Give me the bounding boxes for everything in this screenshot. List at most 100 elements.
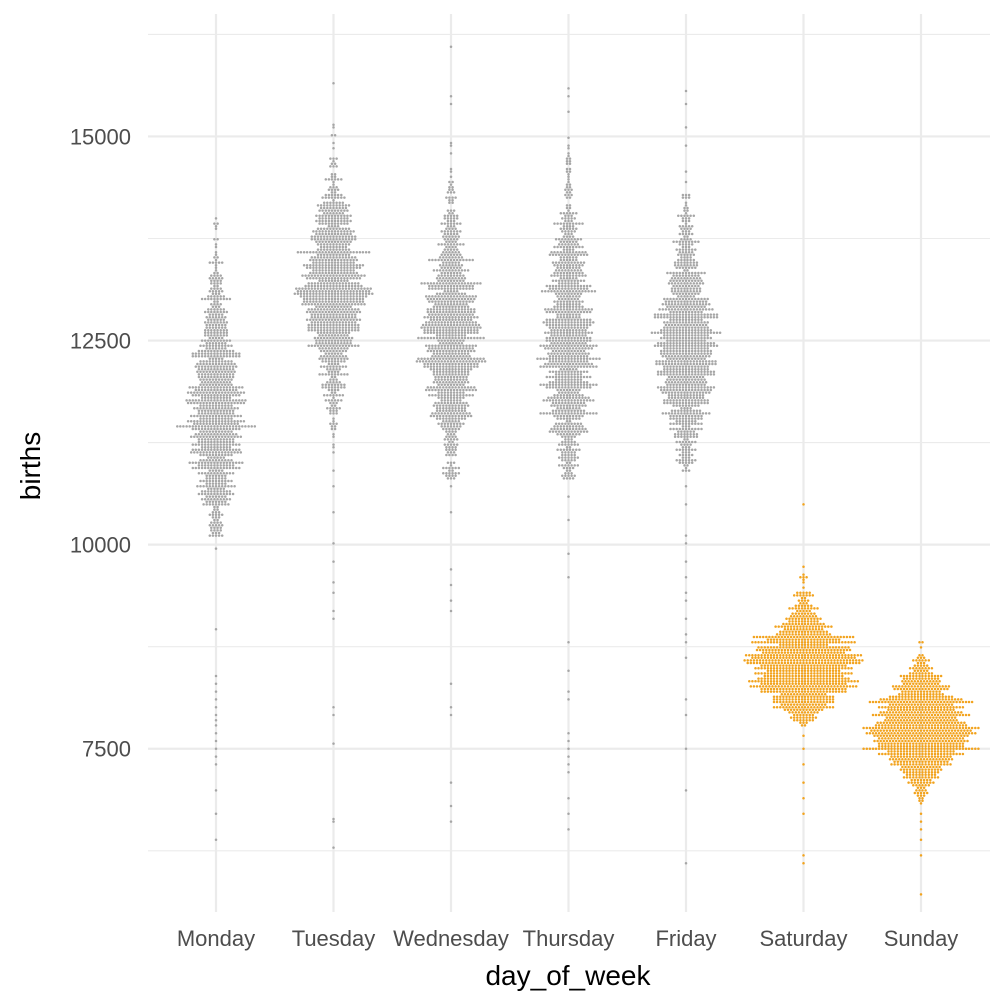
data-point	[542, 383, 545, 387]
data-point	[340, 352, 343, 355]
data-point	[585, 323, 589, 327]
data-point	[567, 435, 570, 439]
data-point	[429, 367, 433, 371]
data-point	[709, 386, 713, 389]
data-point	[656, 313, 660, 316]
data-point	[350, 328, 354, 332]
data-point	[666, 370, 669, 374]
data-point	[451, 419, 454, 423]
data-point	[316, 315, 320, 319]
data-point	[361, 250, 365, 254]
data-point	[462, 388, 465, 392]
data-point	[216, 349, 219, 353]
data-point	[417, 336, 420, 340]
data-point	[455, 302, 459, 306]
data-point	[203, 386, 207, 389]
data-point	[434, 393, 437, 397]
data-point	[220, 378, 224, 381]
data-point	[321, 305, 324, 309]
data-point	[326, 331, 329, 335]
data-point	[338, 365, 341, 368]
data-point	[551, 383, 555, 387]
data-point	[219, 279, 222, 283]
data-point	[466, 373, 470, 376]
data-point	[322, 243, 326, 246]
data-point	[225, 310, 229, 314]
data-point	[698, 391, 702, 394]
data-point	[454, 453, 457, 457]
data-point	[463, 269, 467, 272]
data-point	[561, 370, 564, 374]
data-point	[694, 344, 697, 348]
data-point	[557, 297, 561, 301]
data-point	[579, 378, 583, 381]
data-point	[222, 352, 226, 355]
data-point	[575, 245, 578, 249]
data-point	[568, 227, 572, 231]
data-point	[340, 347, 343, 350]
data-point	[700, 349, 703, 353]
data-point	[353, 284, 357, 288]
data-point	[565, 414, 569, 418]
data-point	[473, 357, 476, 361]
data-point	[571, 263, 575, 267]
data-point	[452, 258, 456, 262]
data-point	[347, 204, 351, 207]
data-point	[650, 331, 654, 335]
data-point	[350, 287, 354, 290]
data-point	[340, 266, 343, 270]
data-point	[582, 386, 586, 389]
data-point	[338, 315, 341, 319]
data-point	[579, 284, 583, 288]
data-point	[568, 404, 572, 407]
data-point	[442, 373, 445, 376]
data-point	[228, 492, 232, 496]
data-point	[219, 388, 222, 392]
data-point	[677, 393, 680, 397]
data-point	[455, 396, 459, 400]
data-point	[573, 349, 576, 353]
data-point	[471, 323, 474, 327]
data-point	[561, 354, 564, 358]
data-point	[454, 318, 457, 322]
data-point	[448, 370, 451, 374]
data-point	[440, 347, 443, 350]
data-point	[687, 313, 691, 316]
data-point	[220, 261, 224, 264]
data-point	[358, 318, 362, 322]
data-point	[681, 417, 685, 420]
data-point	[656, 341, 660, 345]
data-point	[561, 292, 564, 296]
data-point	[333, 196, 337, 199]
data-point	[208, 378, 212, 381]
data-point	[694, 349, 697, 353]
data-point	[551, 326, 555, 329]
data-point	[573, 378, 576, 381]
data-point	[690, 297, 694, 301]
data-point	[449, 258, 453, 262]
data-point	[364, 295, 368, 298]
data-point	[678, 365, 682, 368]
data-point	[452, 300, 456, 303]
data-point	[667, 282, 671, 285]
data-point	[664, 412, 668, 415]
data-point	[216, 425, 219, 428]
data-point	[347, 287, 351, 290]
data-point	[452, 378, 456, 381]
data-point	[579, 430, 583, 433]
data-point	[437, 391, 440, 394]
data-point	[446, 287, 450, 290]
data-point	[545, 323, 549, 327]
data-point	[694, 266, 697, 270]
data-point	[446, 360, 450, 363]
data-point	[573, 217, 576, 220]
data-point	[584, 274, 587, 277]
data-point	[449, 705, 453, 709]
data-point	[570, 217, 573, 220]
data-point	[576, 373, 580, 376]
data-point	[694, 315, 697, 319]
data-point	[222, 409, 226, 413]
data-point	[231, 373, 235, 376]
data-point	[224, 419, 227, 423]
data-point	[564, 380, 567, 384]
